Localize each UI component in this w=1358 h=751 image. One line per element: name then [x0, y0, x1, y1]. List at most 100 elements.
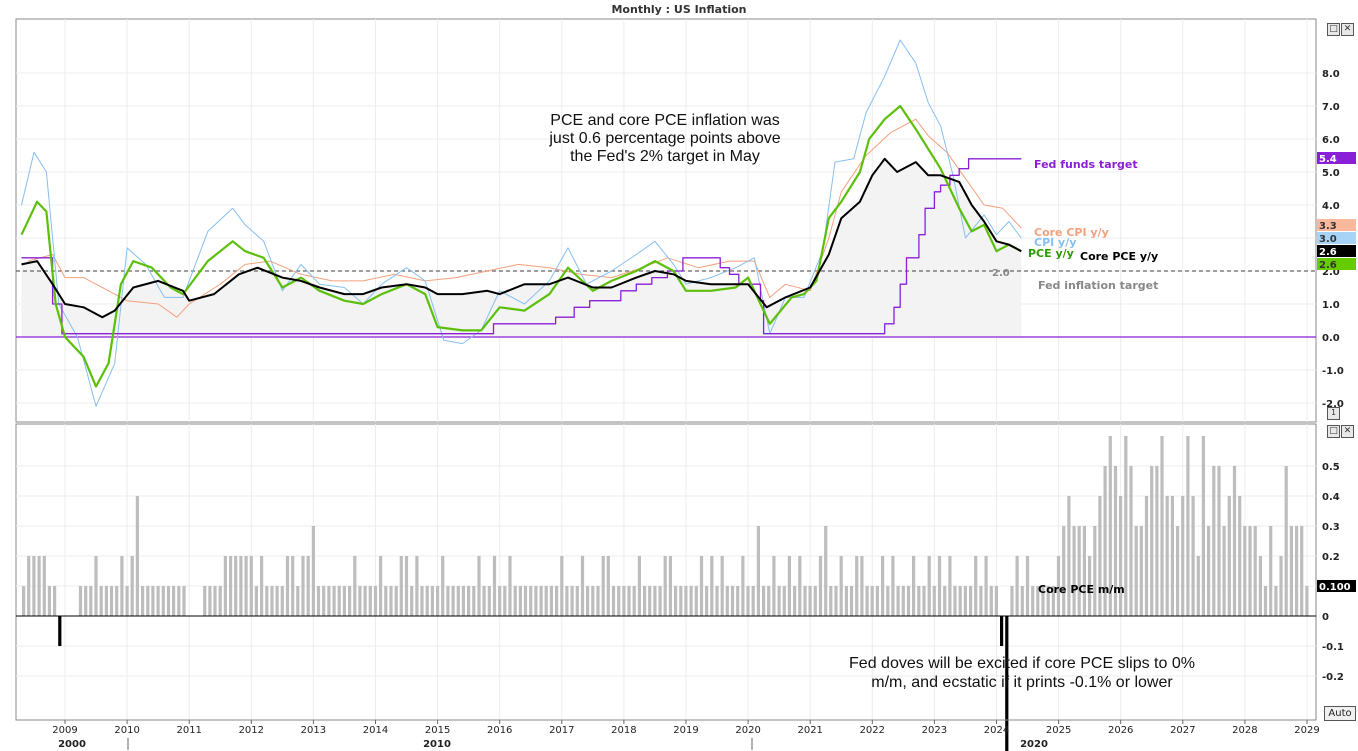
core-pce-mm-bar	[508, 556, 512, 616]
core-pce-mm-bar	[1036, 586, 1040, 616]
core-pce-mm-bar	[1196, 556, 1200, 616]
core-pce-mm-bar	[839, 556, 843, 616]
core-pce-mm-bar	[275, 586, 279, 616]
x-era-label: 2000	[58, 739, 86, 750]
core-pce-mm-bar	[994, 586, 998, 616]
core-pce-mm-bar	[1201, 436, 1205, 616]
core-pce-mm-bar	[793, 586, 797, 616]
core-pce-mm-bar	[296, 586, 300, 616]
pane2-close-button[interactable]: ✕	[1341, 425, 1354, 438]
core-pce-mm-bar	[611, 586, 616, 616]
core-pce-mm-bar	[291, 556, 295, 616]
core-pce-mm-bar	[223, 556, 227, 616]
core-pce-mm-bar	[1119, 496, 1123, 616]
core-pce-mm-bar	[881, 556, 885, 616]
fed-funds-label: Fed funds target	[1034, 158, 1138, 171]
core-pce-mm-bar	[306, 556, 310, 616]
y-tick-label: 0.0	[1322, 333, 1340, 344]
core-pce-mm-bar	[89, 586, 93, 616]
core-pce-mm-bar	[777, 586, 781, 616]
core-pce-mm-bar	[1253, 526, 1257, 616]
core-pce-mm-tag-bg	[1317, 580, 1356, 592]
core-pce-mm-bar	[689, 586, 693, 616]
x-tick-label: 2009	[52, 725, 77, 736]
core-pce-mm-bar	[870, 586, 874, 616]
y-tick-label: 0.5	[1322, 462, 1340, 473]
core-pce-mm-bar	[22, 586, 26, 616]
core-pce-mm-bar	[979, 586, 983, 616]
y-tick-label: 4.0	[1322, 201, 1340, 212]
core-pce-mm-bar	[213, 586, 217, 616]
pce-tag-bg	[1317, 258, 1356, 270]
core-pce-mm-bar	[451, 586, 455, 616]
core-pce-mm-bar	[1051, 586, 1055, 616]
x-tick-label: 2024	[984, 725, 1009, 736]
core-pce-mm-bar	[1041, 586, 1045, 616]
y-tick-label: -0.1	[1322, 642, 1344, 653]
core-pce-mm-bar	[1300, 526, 1304, 616]
pce-line	[20, 104, 1022, 388]
core-pce-mm-bar	[125, 586, 129, 616]
core-pce-mm-bar	[1062, 526, 1066, 616]
y-tick-label: 6.0	[1322, 135, 1340, 146]
core-pce-mm-bar	[1263, 586, 1268, 616]
core-pce-mm-bar	[653, 586, 657, 616]
y-tick-label: 0	[1322, 612, 1329, 623]
core-pce-mm-bar	[472, 586, 476, 616]
core-pce-mm-bar	[741, 556, 745, 616]
core-pce-mm-bar	[803, 586, 807, 616]
core-pce-mm-bar	[886, 586, 890, 616]
core-pce-mm-bar	[1165, 496, 1169, 616]
core-pce-mm-bar	[1082, 526, 1086, 616]
core-pce-mm-bar	[1217, 466, 1221, 616]
core-pce-mm-bar	[1207, 526, 1211, 616]
pane2-restore-button[interactable]: □	[1327, 425, 1340, 438]
core-pce-mm-bar	[1243, 526, 1247, 616]
core-pce-mm-bar	[1072, 526, 1076, 616]
x-tick-label: 2012	[239, 725, 264, 736]
core-pce-mm-bar	[1305, 586, 1309, 616]
core-pce-mm-bar	[342, 586, 346, 616]
auto-scale-button[interactable]: Auto	[1324, 706, 1356, 721]
core-pce-mm-bar	[1284, 466, 1288, 616]
y-tick-label: -2.0	[1322, 399, 1344, 410]
core-pce-mm-bar	[1160, 436, 1164, 616]
core-pce-mm-bar	[285, 556, 290, 616]
pane1-restore-button[interactable]: □	[1327, 23, 1340, 36]
core-pce-mm-bar	[1144, 496, 1149, 616]
top-annotation-line: the Fed's 2% target in May	[570, 148, 760, 165]
core-pce-mm-bar	[808, 586, 812, 616]
core-pce-mm-bar	[135, 496, 139, 616]
core-pce-mm-bar	[1212, 466, 1216, 616]
x-tick-label: 2011	[176, 725, 201, 736]
x-tick-label: 2019	[673, 725, 698, 736]
core-pce-mm-bar	[860, 556, 864, 616]
core-pce-mm-bar	[94, 556, 98, 616]
core-pce-mm-bar	[42, 556, 46, 616]
cpi-line	[21, 39, 1022, 407]
core-pce-mm-bar	[503, 586, 507, 616]
core-pce-mm-bar	[182, 586, 186, 616]
core-pce-mm-bar	[373, 586, 378, 616]
y-tick-label: 0.3	[1322, 522, 1340, 533]
bottom-annotation-line: Fed doves will be excited if core PCE sl…	[849, 655, 1195, 672]
core-pce-mm-bar	[756, 526, 760, 616]
core-pce-mm-bar	[746, 586, 750, 616]
x-tick-label: 2022	[860, 725, 885, 736]
core-pce-mm-bar	[818, 556, 823, 616]
core-pce-mm-bar	[177, 586, 181, 616]
core-pce-mm-bar	[730, 586, 735, 616]
core-pce-mm-bar	[348, 586, 352, 616]
pane1-close-button[interactable]: ✕	[1341, 23, 1354, 36]
core-pce-mm-bar	[699, 556, 704, 616]
core-pce-mm-bar	[399, 556, 403, 616]
core-pce-mm-bar	[1274, 586, 1278, 616]
bottom-annotation-line: m/m, and ecstatic if it prints -0.1% or …	[871, 674, 1173, 691]
core-pce-mm-bar	[151, 586, 155, 616]
core-pce-mm-bar	[953, 586, 957, 616]
core-pce-mm-bar	[492, 556, 497, 616]
y-tick-label: -0.2	[1322, 672, 1344, 683]
core-pce-tag-bg	[1317, 245, 1356, 257]
core-cpi-tag: 3.3	[1319, 221, 1337, 232]
